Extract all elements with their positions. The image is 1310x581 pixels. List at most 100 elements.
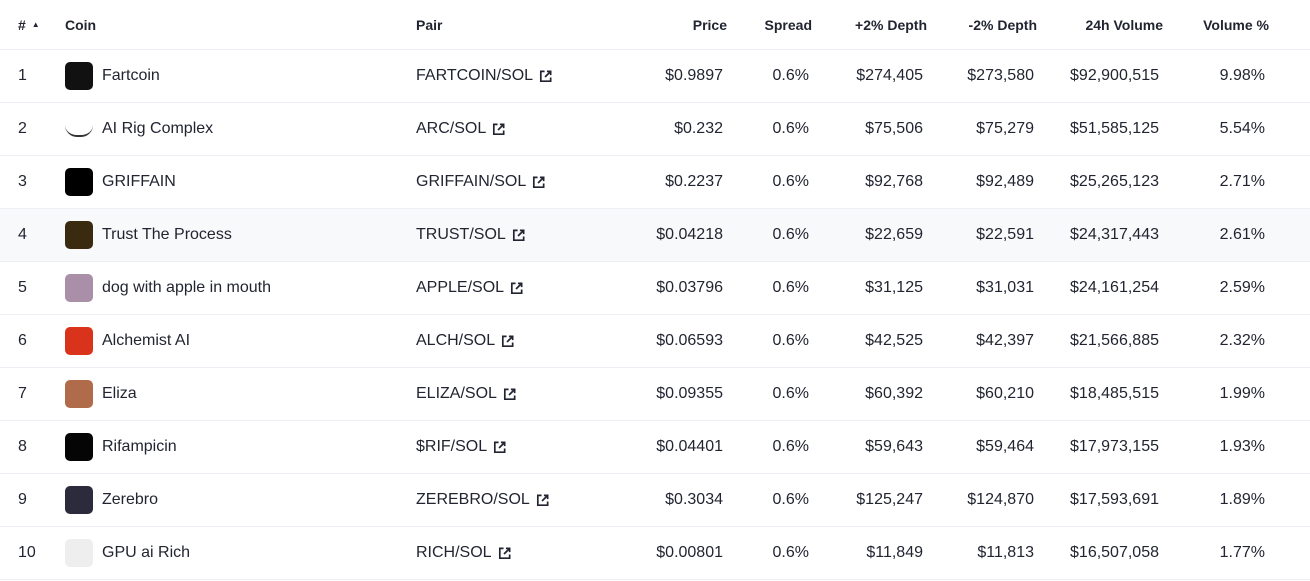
coin-icon bbox=[65, 221, 93, 249]
depth-plus: $11,849 bbox=[823, 527, 923, 579]
depth-plus: $31,125 bbox=[823, 262, 923, 314]
cell-text: $24,317,443 bbox=[1070, 226, 1159, 243]
pair-link[interactable]: TRUST/SOL bbox=[416, 226, 526, 244]
volume-24h: $17,593,691 bbox=[1040, 474, 1159, 526]
table-row[interactable]: 6 Alchemist AI ALCH/SOL $0.06593 0.6% $42,525… bbox=[0, 315, 1310, 368]
column-header[interactable]: +2% Depth bbox=[827, 0, 927, 49]
external-link-icon bbox=[535, 493, 550, 508]
pair-link[interactable]: FARTCOIN/SOL bbox=[416, 67, 553, 85]
coin-icon bbox=[65, 62, 93, 90]
header-row: # ▲ Coin Pair Price Spread +2% Depth -2% Depth 2… bbox=[0, 0, 1310, 50]
depth-plus: $274,405 bbox=[823, 50, 923, 102]
pair-link[interactable]: APPLE/SOL bbox=[416, 279, 524, 297]
pair-link[interactable]: $RIF/SOL bbox=[416, 438, 507, 456]
pair: TRUST/SOL bbox=[416, 209, 616, 261]
cell-text: $273,580 bbox=[967, 67, 1034, 84]
column-header[interactable]: Spread bbox=[743, 0, 812, 49]
pair-link[interactable]: GRIFFAIN/SOL bbox=[416, 173, 546, 191]
cell-text: Fartcoin bbox=[102, 67, 160, 84]
cell-text: 10 bbox=[18, 544, 36, 561]
cell-text: $31,125 bbox=[865, 279, 923, 296]
cell-text: 0.6% bbox=[772, 544, 809, 561]
table-row[interactable]: 7 Eliza ELIZA/SOL $0.09355 0.6% $60,392 $60,21… bbox=[0, 368, 1310, 421]
column-header[interactable]: Coin bbox=[65, 0, 365, 49]
cell-text: $0.09355 bbox=[656, 385, 723, 402]
table-row[interactable]: 2 AI Rig Complex ARC/SOL $0.232 0.6% $75,506 $… bbox=[0, 103, 1310, 156]
spread: 0.6% bbox=[740, 262, 809, 314]
external-link-icon bbox=[509, 281, 524, 296]
cell-text: $0.3034 bbox=[665, 491, 723, 508]
volume-24h: $18,485,515 bbox=[1040, 368, 1159, 420]
cell-text: $51,585,125 bbox=[1070, 120, 1159, 137]
price: $0.232 bbox=[623, 103, 723, 155]
table-row[interactable]: 9 Zerebro ZEREBRO/SOL $0.3034 0.6% $125,247 $1… bbox=[0, 474, 1310, 527]
cell-text: $11,849 bbox=[866, 544, 923, 561]
column-header[interactable]: Pair bbox=[416, 0, 616, 49]
cell-text: 0.6% bbox=[772, 385, 809, 402]
cell-text: $17,973,155 bbox=[1070, 438, 1159, 455]
pair-link[interactable]: RICH/SOL bbox=[416, 544, 512, 562]
cell-text: Alchemist AI bbox=[102, 332, 191, 349]
table-row[interactable]: 4 Trust The Process TRUST/SOL $0.04218 0.6% $… bbox=[0, 209, 1310, 262]
pair-link[interactable]: ELIZA/SOL bbox=[416, 385, 517, 403]
cell-text: 5.54% bbox=[1219, 120, 1265, 137]
cell-text: 0.6% bbox=[772, 279, 809, 296]
table-row[interactable]: 1 Fartcoin FARTCOIN/SOL $0.9897 0.6% $274,405… bbox=[0, 50, 1310, 103]
coin: dog with apple in mouth bbox=[102, 262, 402, 314]
cell-text: 0.6% bbox=[772, 173, 809, 190]
cell-text: $0.03796 bbox=[656, 279, 723, 296]
depth-minus: $273,580 bbox=[934, 50, 1034, 102]
cell-text: AI Rig Complex bbox=[102, 120, 214, 137]
cell-text: $0.04218 bbox=[656, 226, 723, 243]
cell-text: +2% Depth bbox=[855, 16, 927, 33]
column-header[interactable]: 24h Volume bbox=[1044, 0, 1163, 49]
external-link-icon bbox=[497, 546, 512, 561]
cell-text: 1.77% bbox=[1219, 544, 1265, 561]
column-header[interactable]: Price bbox=[627, 0, 727, 49]
cell-text: 9.98% bbox=[1219, 67, 1265, 84]
cell-text: $16,507,058 bbox=[1070, 544, 1159, 561]
cell-text: $17,593,691 bbox=[1070, 491, 1159, 508]
cell-text: 2.32% bbox=[1219, 332, 1265, 349]
cell-text: 24h Volume bbox=[1085, 16, 1163, 33]
column-header[interactable]: # ▲ bbox=[18, 0, 58, 49]
table-row[interactable]: 8 Rifampicin $RIF/SOL $0.04401 0.6% $59,643 $5… bbox=[0, 421, 1310, 474]
coin-icon bbox=[65, 380, 93, 408]
table-row[interactable]: 3 GRIFFAIN GRIFFAIN/SOL $0.2237 0.6% $92,768 $… bbox=[0, 156, 1310, 209]
price: $0.04401 bbox=[623, 421, 723, 473]
volume-24h: $51,585,125 bbox=[1040, 103, 1159, 155]
column-header[interactable]: Volume % bbox=[1179, 0, 1269, 49]
cell-text: $25,265,123 bbox=[1070, 173, 1159, 190]
price: $0.2237 bbox=[623, 156, 723, 208]
depth-minus: $11,813 bbox=[934, 527, 1034, 579]
pair-link[interactable]: ARC/SOL bbox=[416, 120, 506, 138]
rank: 8 bbox=[18, 421, 58, 473]
spread: 0.6% bbox=[740, 50, 809, 102]
external-link-icon bbox=[502, 387, 517, 402]
cell-text: ZEREBRO/SOL bbox=[416, 491, 530, 508]
coin: Fartcoin bbox=[102, 50, 402, 102]
column-header[interactable]: -2% Depth bbox=[937, 0, 1037, 49]
cell-text: $0.2237 bbox=[665, 173, 723, 190]
depth-minus: $59,464 bbox=[934, 421, 1034, 473]
cell-text: $22,591 bbox=[976, 226, 1034, 243]
spread: 0.6% bbox=[740, 421, 809, 473]
table-row[interactable]: 5 dog with apple in mouth APPLE/SOL $0.0379… bbox=[0, 262, 1310, 315]
cell-text: TRUST/SOL bbox=[416, 226, 506, 243]
external-link-icon bbox=[500, 334, 515, 349]
table-row[interactable]: 10 GPU ai Rich RICH/SOL $0.00801 0.6% $11,849… bbox=[0, 527, 1310, 580]
cell-text: $75,506 bbox=[865, 120, 923, 137]
volume-24h: $92,900,515 bbox=[1040, 50, 1159, 102]
cell-text: $60,392 bbox=[865, 385, 923, 402]
cell-text: $60,210 bbox=[976, 385, 1034, 402]
price: $0.06593 bbox=[623, 315, 723, 367]
pair-link[interactable]: ALCH/SOL bbox=[416, 332, 515, 350]
cell-text: 4 bbox=[18, 226, 27, 243]
cell-text: ARC/SOL bbox=[416, 120, 487, 137]
pair-link[interactable]: ZEREBRO/SOL bbox=[416, 491, 550, 509]
cell-text: Eliza bbox=[102, 385, 137, 402]
cell-text: $21,566,885 bbox=[1070, 332, 1159, 349]
external-link-icon bbox=[491, 122, 506, 137]
spread: 0.6% bbox=[740, 527, 809, 579]
